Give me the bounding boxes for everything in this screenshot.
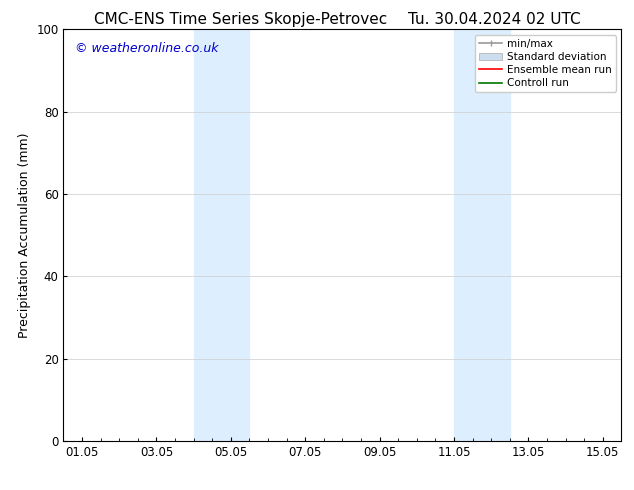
Y-axis label: Precipitation Accumulation (mm): Precipitation Accumulation (mm) bbox=[18, 132, 30, 338]
Legend: min/max, Standard deviation, Ensemble mean run, Controll run: min/max, Standard deviation, Ensemble me… bbox=[475, 35, 616, 92]
Bar bbox=[454, 29, 510, 441]
Bar bbox=[193, 29, 249, 441]
Text: © weatheronline.co.uk: © weatheronline.co.uk bbox=[75, 42, 218, 55]
Text: Tu. 30.04.2024 02 UTC: Tu. 30.04.2024 02 UTC bbox=[408, 12, 581, 27]
Text: CMC-ENS Time Series Skopje-Petrovec: CMC-ENS Time Series Skopje-Petrovec bbox=[94, 12, 387, 27]
